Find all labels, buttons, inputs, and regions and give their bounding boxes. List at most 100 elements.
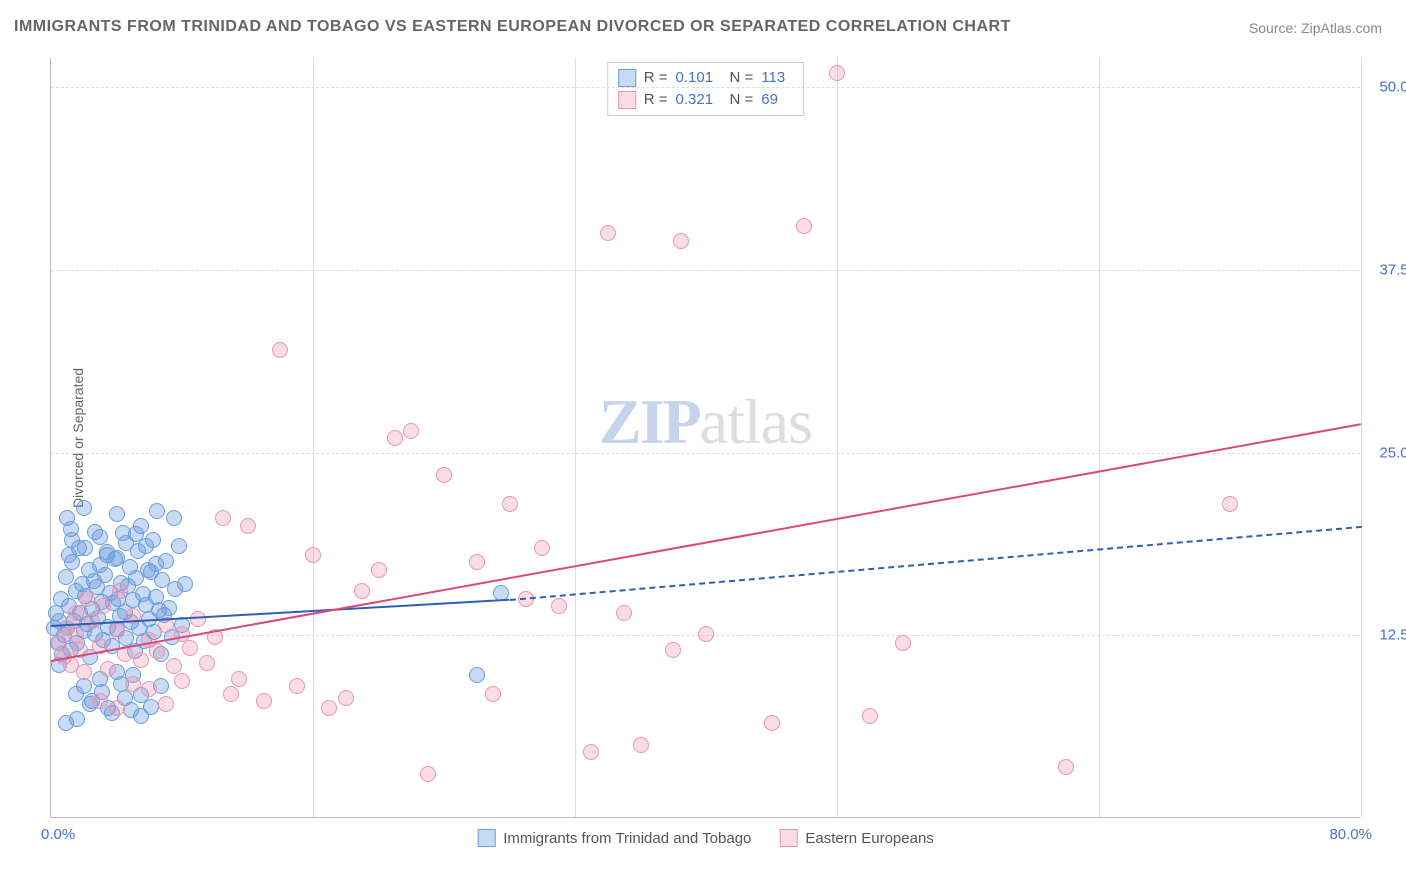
marker-series_b — [338, 690, 354, 706]
watermark-zip: ZIP — [599, 386, 700, 457]
marker-series_a — [86, 573, 102, 589]
marker-series_b — [256, 693, 272, 709]
legend-swatch-a2 — [477, 829, 495, 847]
marker-series_b — [321, 700, 337, 716]
marker-series_a — [109, 506, 125, 522]
marker-series_a — [146, 624, 162, 640]
marker-series_a — [153, 678, 169, 694]
marker-series_a — [143, 699, 159, 715]
marker-series_a — [99, 547, 115, 563]
marker-series_b — [158, 696, 174, 712]
marker-series_b — [436, 467, 452, 483]
marker-series_b — [166, 658, 182, 674]
x-max-label: 80.0% — [1329, 826, 1372, 843]
marker-series_a — [118, 630, 134, 646]
marker-series_b — [95, 598, 111, 614]
marker-series_b — [469, 554, 485, 570]
watermark-atlas: atlas — [700, 386, 812, 457]
marker-series_a — [151, 602, 167, 618]
legend-n-label: N = — [730, 67, 754, 89]
legend-swatch-a — [618, 69, 636, 87]
marker-series_b — [199, 655, 215, 671]
marker-series_a — [68, 583, 84, 599]
marker-series_a — [94, 684, 110, 700]
marker-series_a — [77, 540, 93, 556]
marker-series_b — [420, 766, 436, 782]
x-origin-label: 0.0% — [41, 826, 75, 843]
marker-series_b — [583, 744, 599, 760]
legend-label-a: Immigrants from Trinidad and Tobago — [503, 830, 751, 847]
marker-series_a — [59, 510, 75, 526]
marker-series_a — [158, 553, 174, 569]
marker-series_a — [138, 597, 154, 613]
gridline-h — [51, 453, 1360, 454]
marker-series_a — [69, 635, 85, 651]
marker-series_a — [148, 589, 164, 605]
marker-series_a — [109, 664, 125, 680]
marker-series_a — [89, 579, 105, 595]
legend-r-value-a: 0.101 — [676, 67, 722, 89]
marker-series_a — [53, 591, 69, 607]
plot-area: ZIPatlas R = 0.101 N = 113 R = 0.321 N =… — [50, 58, 1360, 818]
marker-series_b — [59, 620, 75, 636]
marker-series_a — [92, 671, 108, 687]
marker-series_b — [84, 613, 100, 629]
marker-series_a — [469, 667, 485, 683]
marker-series_a — [166, 510, 182, 526]
marker-series_a — [148, 556, 164, 572]
marker-series_b — [182, 640, 198, 656]
y-tick-label: 50.0% — [1379, 79, 1406, 96]
marker-series_b — [371, 562, 387, 578]
marker-series_b — [79, 591, 95, 607]
marker-series_a — [97, 567, 113, 583]
marker-series_a — [102, 585, 118, 601]
marker-series_a — [63, 521, 79, 537]
watermark: ZIPatlas — [599, 385, 812, 459]
marker-series_a — [50, 635, 66, 651]
marker-series_b — [485, 686, 501, 702]
legend-r-label: R = — [644, 67, 668, 89]
trend-line — [509, 526, 1361, 601]
marker-series_b — [133, 652, 149, 668]
marker-series_a — [82, 696, 98, 712]
marker-series_a — [84, 693, 100, 709]
legend-top-row-b: R = 0.321 N = 69 — [618, 89, 794, 111]
gridline-h — [51, 635, 1360, 636]
marker-series_a — [133, 708, 149, 724]
marker-series_b — [387, 430, 403, 446]
legend-label-b: Eastern Europeans — [805, 830, 933, 847]
marker-series_a — [110, 591, 126, 607]
marker-series_a — [128, 570, 144, 586]
marker-series_a — [81, 562, 97, 578]
marker-series_a — [68, 686, 84, 702]
marker-series_b — [100, 661, 116, 677]
marker-series_a — [140, 562, 156, 578]
marker-series_a — [125, 667, 141, 683]
marker-series_b — [92, 693, 108, 709]
marker-series_a — [92, 557, 108, 573]
marker-series_a — [154, 572, 170, 588]
marker-series_b — [174, 673, 190, 689]
marker-series_b — [673, 233, 689, 249]
marker-series_b — [215, 510, 231, 526]
legend-r-label2: R = — [644, 89, 668, 111]
marker-series_b — [109, 700, 125, 716]
marker-series_b — [240, 518, 256, 534]
y-tick-label: 25.0% — [1379, 444, 1406, 461]
marker-series_a — [48, 605, 64, 621]
marker-series_b — [223, 686, 239, 702]
marker-series_a — [143, 564, 159, 580]
marker-series_a — [64, 554, 80, 570]
legend-item-a: Immigrants from Trinidad and Tobago — [477, 829, 751, 847]
marker-series_a — [61, 547, 77, 563]
marker-series_a — [69, 711, 85, 727]
marker-series_a — [66, 613, 82, 629]
marker-series_a — [117, 604, 133, 620]
marker-series_a — [109, 550, 125, 566]
marker-series_b — [600, 225, 616, 241]
legend-top-row-a: R = 0.101 N = 113 — [618, 67, 794, 89]
marker-series_a — [167, 581, 183, 597]
legend-r-value-b: 0.321 — [676, 89, 722, 111]
marker-series_b — [551, 598, 567, 614]
gridline-v — [1361, 58, 1362, 817]
